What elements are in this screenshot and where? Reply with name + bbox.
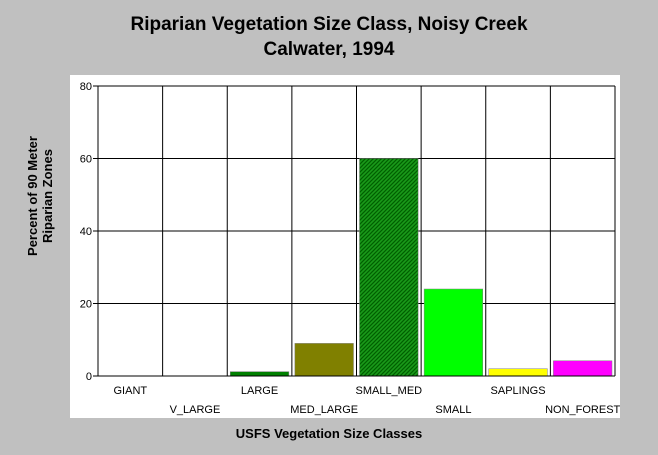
- y-tick-label: 0: [86, 371, 92, 383]
- x-tick-label: NON_FOREST: [545, 404, 620, 416]
- x-tick-label: SAPLINGS: [491, 385, 546, 397]
- bar-saplings: [488, 368, 548, 377]
- x-tick-label: LARGE: [241, 385, 278, 397]
- x-axis-label: USFS Vegetation Size Classes: [235, 426, 423, 441]
- bar-small-med: [359, 158, 419, 377]
- chart-title: Riparian Vegetation Size Class, Noisy Cr…: [130, 14, 528, 35]
- grid-lines: [97, 85, 616, 377]
- y-tick-label: 80: [80, 81, 92, 93]
- chart-subtitle: Calwater, 1994: [263, 39, 395, 60]
- bar-small: [423, 288, 483, 377]
- x-tick-label: SMALL: [435, 404, 471, 416]
- bars: [230, 158, 613, 377]
- bar-large: [230, 371, 290, 377]
- x-tick-label: MED_LARGE: [290, 404, 358, 416]
- x-tick-label: V_LARGE: [170, 404, 221, 416]
- axes: [93, 85, 615, 377]
- bar-non-forest: [553, 360, 613, 377]
- y-tick-label: 40: [80, 226, 92, 238]
- tick-labels: 0 20 40 60 80 GIANT V_LARGE LARGE MED_LARGE SMALL…: [80, 81, 621, 416]
- bar-med-large: [294, 343, 354, 377]
- x-tick-label: GIANT: [114, 385, 148, 397]
- y-tick-label: 60: [80, 154, 92, 166]
- y-tick-label: 20: [80, 299, 92, 311]
- x-tick-label: SMALL_MED: [355, 385, 422, 397]
